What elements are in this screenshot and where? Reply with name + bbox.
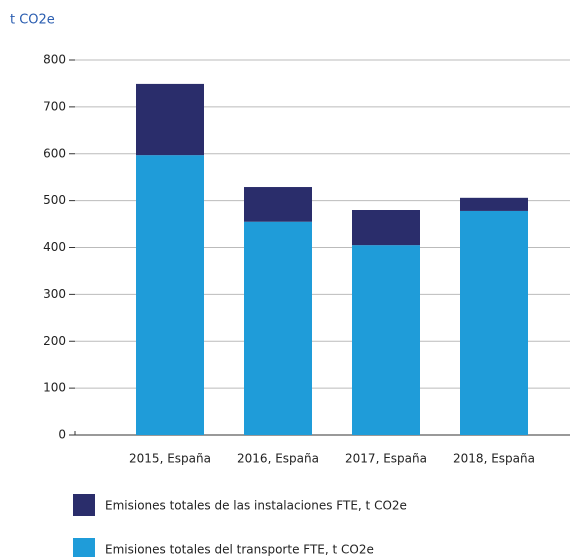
y-tick-label: 400 — [43, 240, 66, 254]
legend-swatch — [73, 538, 95, 557]
bar-segment — [352, 210, 420, 246]
x-tick-label: 2015, España — [129, 452, 211, 466]
bar-segment — [136, 155, 204, 435]
legend-label: Emisiones totales de las instalaciones F… — [105, 499, 407, 513]
bar-segment — [460, 210, 528, 435]
bar-segment — [244, 221, 312, 435]
y-tick-label: 200 — [43, 334, 66, 348]
legend-label: Emisiones totales del transporte FTE, t … — [105, 543, 374, 557]
bar-segment — [244, 187, 312, 222]
y-tick-label: 500 — [43, 193, 66, 207]
y-axis-label: t CO2e — [10, 13, 55, 28]
bar-segment — [136, 83, 204, 156]
y-tick-label: 0 — [58, 428, 66, 442]
bar-segment — [460, 197, 528, 211]
x-tick-label: 2017, España — [345, 452, 427, 466]
y-tick-label: 700 — [43, 99, 66, 113]
bar-segment — [352, 245, 420, 435]
legend-swatch — [73, 494, 95, 516]
x-tick-label: 2018, España — [453, 452, 535, 466]
y-tick-label: 100 — [43, 381, 66, 395]
y-tick-label: 800 — [43, 53, 66, 67]
y-tick-label: 300 — [43, 287, 66, 301]
x-tick-label: 2016, España — [237, 452, 319, 466]
y-tick-label: 600 — [43, 146, 66, 160]
